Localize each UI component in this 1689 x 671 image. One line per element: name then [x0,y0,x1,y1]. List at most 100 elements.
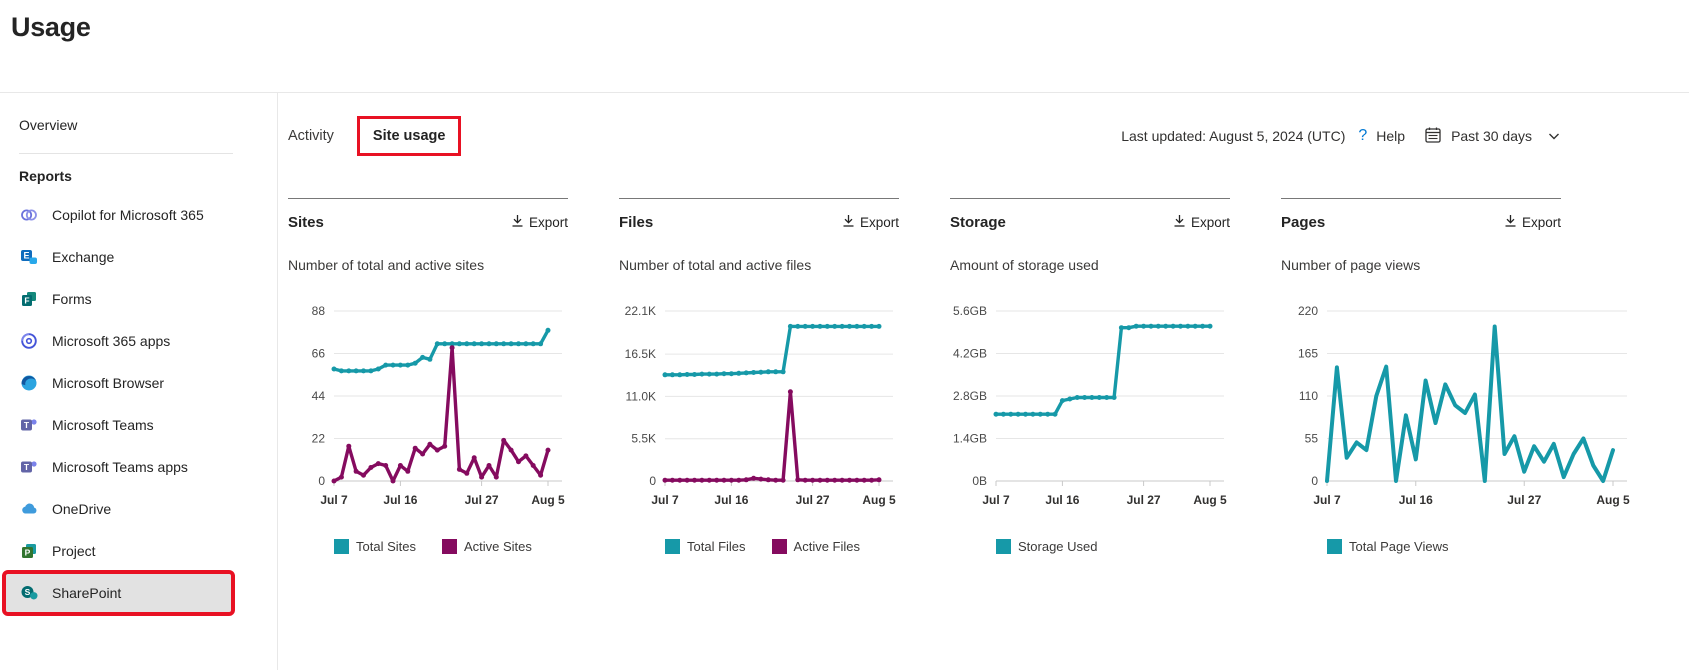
help-icon[interactable]: ? [1358,127,1368,144]
svg-text:Jul 16: Jul 16 [383,493,417,507]
sidebar-item-label: Forms [52,291,92,307]
svg-text:11.0K: 11.0K [626,389,656,403]
content: Overview Reports Copilot for Microsoft 3… [0,93,1689,670]
card-header: Files Export [619,198,899,231]
tabs: Activity Site usage [288,116,462,156]
page-header: Usage [0,0,1689,93]
svg-text:220: 220 [1298,304,1318,318]
svg-text:4.2GB: 4.2GB [953,347,987,361]
chart-legend: Storage Used [996,539,1230,554]
legend-item: Total Sites [334,539,416,554]
help-link[interactable]: Help [1376,128,1406,144]
svg-text:Aug 5: Aug 5 [862,493,896,507]
teams-icon: T [19,415,39,435]
sidebar-item-label: SharePoint [52,585,122,601]
svg-text:Jul 7: Jul 7 [982,493,1010,507]
svg-text:F: F [24,296,29,306]
export-button[interactable]: Export [842,214,899,231]
last-updated-text: Last updated: August 5, 2024 (UTC) [1121,128,1346,144]
sidebar-item-label: Project [52,543,96,559]
svg-text:5.6GB: 5.6GB [953,304,987,318]
svg-text:0B: 0B [972,474,987,488]
calendar-icon [1424,126,1442,147]
download-icon [511,214,524,231]
download-icon [1173,214,1186,231]
sidebar-item-microsoft-browser[interactable]: Microsoft Browser [6,364,231,402]
card-subtitle: Amount of storage used [950,257,1099,273]
card-title: Storage [950,214,1006,231]
pages-line-chart: 0 55 110 165 220 Jul 7 Jul 16 Jul 27 Aug 5 [1298,304,1630,507]
sidebar-item-project[interactable]: P Project [6,532,231,570]
svg-text:110: 110 [1299,389,1318,403]
card-pages: Pages Export Number of page views 0 55 110… [1281,198,1630,554]
card-title: Sites [288,214,324,231]
sidebar-item-label: Copilot for Microsoft 365 [52,207,204,223]
report-cards: Sites Export Number of total and active … [288,198,1689,554]
svg-text:T: T [24,420,30,430]
sidebar-item-label: Exchange [52,249,115,265]
date-range-dropdown[interactable]: Past 30 days [1424,126,1561,147]
teams-apps-icon: T [19,457,39,477]
svg-text:Jul 27: Jul 27 [1127,493,1161,507]
chevron-down-icon [1547,129,1561,143]
svg-text:Jul 16: Jul 16 [1399,493,1433,507]
sidebar-item-forms[interactable]: F Forms [6,280,231,318]
card-title: Pages [1281,214,1326,231]
card-subtitle: Number of page views [1281,257,1421,273]
svg-text:Jul 7: Jul 7 [320,493,348,507]
legend-swatch [771,539,787,554]
card-title: Files [619,214,654,231]
card-sites: Sites Export Number of total and active … [288,198,568,554]
sidebar-item-exchange[interactable]: E Exchange [6,238,231,276]
svg-text:Jul 7: Jul 7 [651,493,679,507]
chart-legend: Total Page Views [1327,539,1561,554]
report-meta: Last updated: August 5, 2024 (UTC) ? Hel… [1121,126,1561,147]
sidebar-item-label: Microsoft Teams apps [52,459,188,475]
legend-swatch [665,539,680,554]
tab-activity[interactable]: Activity [288,128,334,144]
sidebar-item-onedrive[interactable]: OneDrive [6,490,231,528]
tab-site-usage[interactable]: Site usage [356,116,462,156]
copilot-icon [19,205,39,225]
exchange-icon: E [19,247,39,267]
svg-text:Jul 27: Jul 27 [1507,493,1541,507]
sites-line-chart: 0 22 44 66 88 Jul 7 Jul 16 Jul 27 Aug 5 [312,304,565,507]
svg-text:T: T [24,462,30,472]
svg-text:Aug 5: Aug 5 [531,493,565,507]
svg-text:Jul 27: Jul 27 [796,493,830,507]
sidebar-item-label: Overview [19,117,78,133]
svg-text:Aug 5: Aug 5 [1596,493,1630,507]
svg-text:88: 88 [312,304,326,318]
svg-text:Jul 7: Jul 7 [1313,493,1341,507]
m365-apps-icon [19,331,39,351]
sidebar-item-microsoft-teams[interactable]: T Microsoft Teams [6,406,231,444]
export-button[interactable]: Export [1504,214,1561,231]
sidebar-item-sharepoint[interactable]: S SharePoint [2,570,235,616]
svg-text:Jul 16: Jul 16 [1045,493,1079,507]
sidebar-item-copilot[interactable]: Copilot for Microsoft 365 [6,196,231,234]
export-label: Export [1521,215,1561,230]
export-button[interactable]: Export [511,214,568,231]
topbar: Activity Site usage Last updated: August… [288,114,1561,158]
export-button[interactable]: Export [1173,214,1230,231]
sidebar-item-microsoft-teams-apps[interactable]: T Microsoft Teams apps [6,448,231,486]
page-title: Usage [11,12,91,42]
legend-swatch [441,539,457,554]
download-icon [1504,214,1517,231]
sidebar-item-overview[interactable]: Overview [6,105,231,145]
legend-item: Active Files [771,539,860,554]
legend-label: Active Files [793,539,860,554]
svg-text:1.4GB: 1.4GB [953,432,987,446]
svg-text:S: S [25,587,31,597]
svg-text:0: 0 [649,474,656,488]
svg-text:22.1K: 22.1K [625,304,656,318]
sidebar-item-label: Microsoft 365 apps [52,333,171,349]
chart-legend: Total Sites Active Sites [334,539,568,554]
legend-label: Total Page Views [1349,539,1449,554]
onedrive-icon [19,499,39,519]
storage-line-chart: 0B 1.4GB 2.8GB 4.2GB 5.6GB Jul 7 Jul 16 Jul 27 A… [953,304,1227,507]
sharepoint-icon: S [19,583,39,603]
svg-text:P: P [25,548,31,558]
sidebar-item-m365-apps[interactable]: Microsoft 365 apps [6,322,231,360]
export-label: Export [859,215,899,230]
